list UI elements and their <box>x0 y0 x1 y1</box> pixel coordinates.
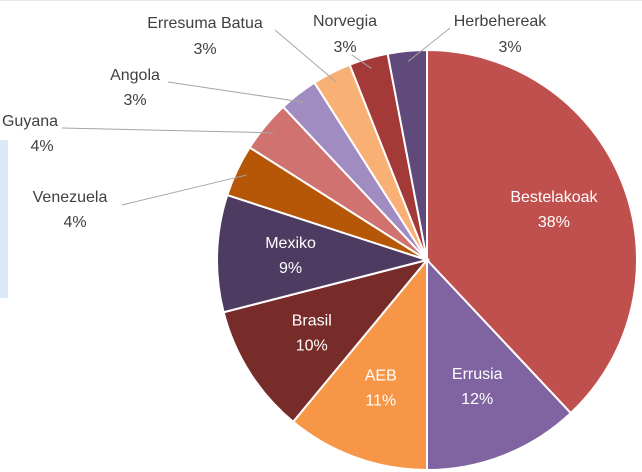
leader-line <box>167 81 305 103</box>
leader-line <box>351 54 372 69</box>
slice-label: Mexiko <box>265 235 316 252</box>
leader-line <box>61 127 274 134</box>
pie-slice <box>291 257 428 472</box>
slice-label: Guyana <box>2 113 58 130</box>
pie-slice <box>426 48 638 415</box>
slice-label: Herbehereak <box>454 13 548 30</box>
pie-slice <box>426 257 573 472</box>
slice-value-label: 3% <box>498 39 521 56</box>
slice-label: Brasil <box>292 312 332 329</box>
slice-value-label: 3% <box>193 41 216 58</box>
slice-label: Errusia <box>452 366 503 383</box>
slice-value-label: 4% <box>30 138 53 155</box>
slice-value-label: 4% <box>63 214 86 231</box>
leader-line <box>407 27 451 62</box>
slice-label: Bestelakoak <box>510 189 598 206</box>
slice-label: Angola <box>110 67 160 84</box>
leader-line <box>121 174 247 206</box>
slice-value-label: 10% <box>296 337 328 354</box>
slice-label: Venezuela <box>33 189 108 206</box>
slice-value-label: 11% <box>365 393 396 410</box>
slice-value-label: 3% <box>333 39 356 56</box>
slice-value-label: 3% <box>123 92 146 109</box>
pie-slice <box>222 258 430 424</box>
slice-value-label: 12% <box>461 391 493 408</box>
slice-label: Erresuma Batua <box>147 15 263 32</box>
pie-slice <box>386 48 428 261</box>
slice-label: AEB <box>365 368 397 385</box>
side-panel <box>0 140 8 298</box>
leader-line <box>274 29 337 83</box>
slice-value-label: 9% <box>279 260 302 277</box>
slice-value-label: 38% <box>538 214 570 231</box>
pie-slice <box>216 193 431 314</box>
slice-label: Norvegia <box>313 13 377 30</box>
